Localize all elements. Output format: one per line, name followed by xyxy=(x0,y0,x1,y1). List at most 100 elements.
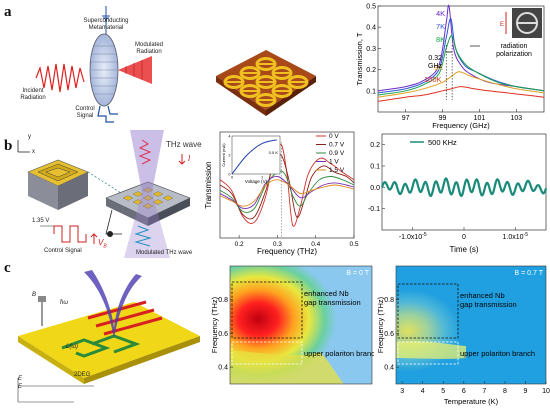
inset-x-label: Voltage (V) xyxy=(245,179,268,184)
label-incident: Incident Radiation xyxy=(20,88,46,101)
field-label: B = 0.7 T xyxy=(515,270,544,277)
x-tick-label: 7 xyxy=(482,388,486,395)
x-tick-label: 97 xyxy=(402,115,410,122)
polarization-label-1: radiation xyxy=(501,43,528,50)
x-tick-label: 9 xyxy=(523,388,527,395)
label-metamaterial: Superconducting Metamaterial xyxy=(83,18,129,31)
label-e2: E xyxy=(18,384,23,390)
label-bz: B xyxy=(32,292,37,298)
x-tick-exp: -5 xyxy=(422,232,427,238)
legend-label: 500 KHz xyxy=(428,138,457,147)
inset-curve xyxy=(231,139,278,175)
chart-b3: -0.1 0.0 0.1 0.2 -1.0x10-5 0 1.0x10-5 Time (s) 5… xyxy=(368,133,548,254)
inset-mark: 0.5 K xyxy=(269,150,279,155)
legend-9K: 9K xyxy=(434,63,443,72)
ring-array-render xyxy=(216,50,316,116)
inset-y-tick: 2 xyxy=(228,154,230,158)
y-tick-label: 0.6 xyxy=(218,331,228,338)
2deg-device-render xyxy=(17,270,200,403)
legend-0.7 V: 0.7 V xyxy=(329,142,345,149)
panel-a3-transmission-chart: 97 99 101 103 0.1 0.2 0.3 0.4 0.5 Frequency (GHz)… xyxy=(355,0,548,132)
series-line-9K xyxy=(377,71,545,98)
y-axis-label: Frequency (THz) xyxy=(376,296,385,353)
legend-8K: 8K xyxy=(436,35,445,44)
x-axis-label: Frequency (GHz) xyxy=(432,121,490,130)
label-voltage: 1.35 V xyxy=(32,218,50,224)
y-tick-label: 0.2 xyxy=(366,67,376,74)
x-tick-label: 5 xyxy=(441,388,445,395)
label-lrc: L(ω) xyxy=(66,344,79,350)
panel-a2-ring-array xyxy=(210,20,320,120)
x-axis-label: Time (s) xyxy=(449,245,478,254)
y-tick-label: 0.6 xyxy=(384,331,394,338)
y-tick-label: 0.8 xyxy=(384,297,394,304)
chip-cell-0-1 xyxy=(132,191,144,197)
panel-c3-heatmap: 0.4 0.6 0.8 Frequency (THz) B = 0.7 T enhance… xyxy=(376,262,550,406)
plot-frame xyxy=(381,133,547,231)
polariton-band xyxy=(396,341,466,359)
series-line-1 V xyxy=(219,176,355,209)
series-line-8K xyxy=(377,35,545,96)
y-tick-label: 0.1 xyxy=(366,88,376,95)
label-vb: VB xyxy=(98,238,107,250)
x-tick-label: 8 xyxy=(503,388,507,395)
legend-0 V: 0 V xyxy=(329,133,339,140)
inset-frame xyxy=(231,135,281,175)
inset-y-tick: 4 xyxy=(228,135,230,139)
series-line-100K xyxy=(377,86,545,102)
legend-4K: 4K xyxy=(436,9,445,18)
box-nb-gap-label-2: gap transmission xyxy=(304,298,361,307)
inset-x-tick: 1 xyxy=(261,176,263,180)
row-letter-b: b xyxy=(4,138,13,154)
legend-7K: 7K xyxy=(436,22,445,31)
box-nb-gap-label-2: gap transmission xyxy=(460,300,517,309)
y-axis-label: Transmission, T xyxy=(356,32,364,85)
y-tick-label: -0.1 xyxy=(368,206,380,213)
label-current: I xyxy=(188,154,191,163)
x-tick-label: 3 xyxy=(400,388,404,395)
box-nb-gap xyxy=(397,283,459,339)
x-axis-label: Temperature (K) xyxy=(444,397,499,406)
y-axis-label: Frequency (THz) xyxy=(210,296,219,353)
plot-frame xyxy=(395,265,547,385)
y-tick-label: 0.8 xyxy=(218,297,228,304)
x-tick-label: -1.0x10-5 xyxy=(399,232,427,241)
y-axis-label: Transmission xyxy=(204,161,213,208)
plot-frame xyxy=(377,5,545,113)
panel-c1-2deg-device: ħω L(ω) 2DEG B E E xyxy=(14,262,204,406)
plot-frame xyxy=(229,265,373,385)
thz-modulator-schematic xyxy=(17,130,191,258)
series-line-7K xyxy=(377,18,545,94)
x-tick-label: 101 xyxy=(474,115,486,122)
control-wire xyxy=(97,105,114,123)
x-tick-label: 1.0x10-5 xyxy=(503,232,529,241)
series-line-0 V xyxy=(219,143,355,227)
box-polariton-label: upper polariton branch xyxy=(460,349,535,358)
chart-b2: 0.2 0.3 0.4 0.5 Frequency (THz) Transmission 0… xyxy=(204,131,359,256)
label-thz-wave: THz wave xyxy=(166,140,202,149)
chip-cell-1-1 xyxy=(142,195,154,201)
y-tick-label: 0.1 xyxy=(370,164,380,171)
chip-cell-2-2 xyxy=(142,203,154,209)
gap-annotation-value: 0.32 xyxy=(428,55,442,62)
axis-y-label: y xyxy=(28,134,31,140)
y-tick-label: 0.4 xyxy=(218,365,228,372)
label-control: Control Signal xyxy=(75,106,95,119)
legend-100K: 100K xyxy=(424,75,442,84)
polarization-label-2: polarization xyxy=(496,51,532,58)
control-waveform xyxy=(53,225,87,243)
field-label: B = 0 T xyxy=(346,270,369,277)
inset-x-tick: 0 xyxy=(231,176,233,180)
x-tick-label: 0.4 xyxy=(311,241,320,248)
legend-1 V: 1 V xyxy=(329,159,339,166)
polariton-band xyxy=(230,350,344,384)
y-tick-label: 0.5 xyxy=(366,4,376,11)
x-tick-exp: -5 xyxy=(524,232,529,238)
label-2deg: 2DEG xyxy=(74,372,91,378)
y-tick-label: 0.0 xyxy=(370,185,380,192)
x-tick-label: 103 xyxy=(510,115,522,122)
x-tick-label: 10 xyxy=(542,388,550,395)
e-field-label: E xyxy=(500,22,504,28)
chart-a3: 97 99 101 103 0.1 0.2 0.3 0.4 0.5 Frequency (GHz)… xyxy=(355,4,545,130)
